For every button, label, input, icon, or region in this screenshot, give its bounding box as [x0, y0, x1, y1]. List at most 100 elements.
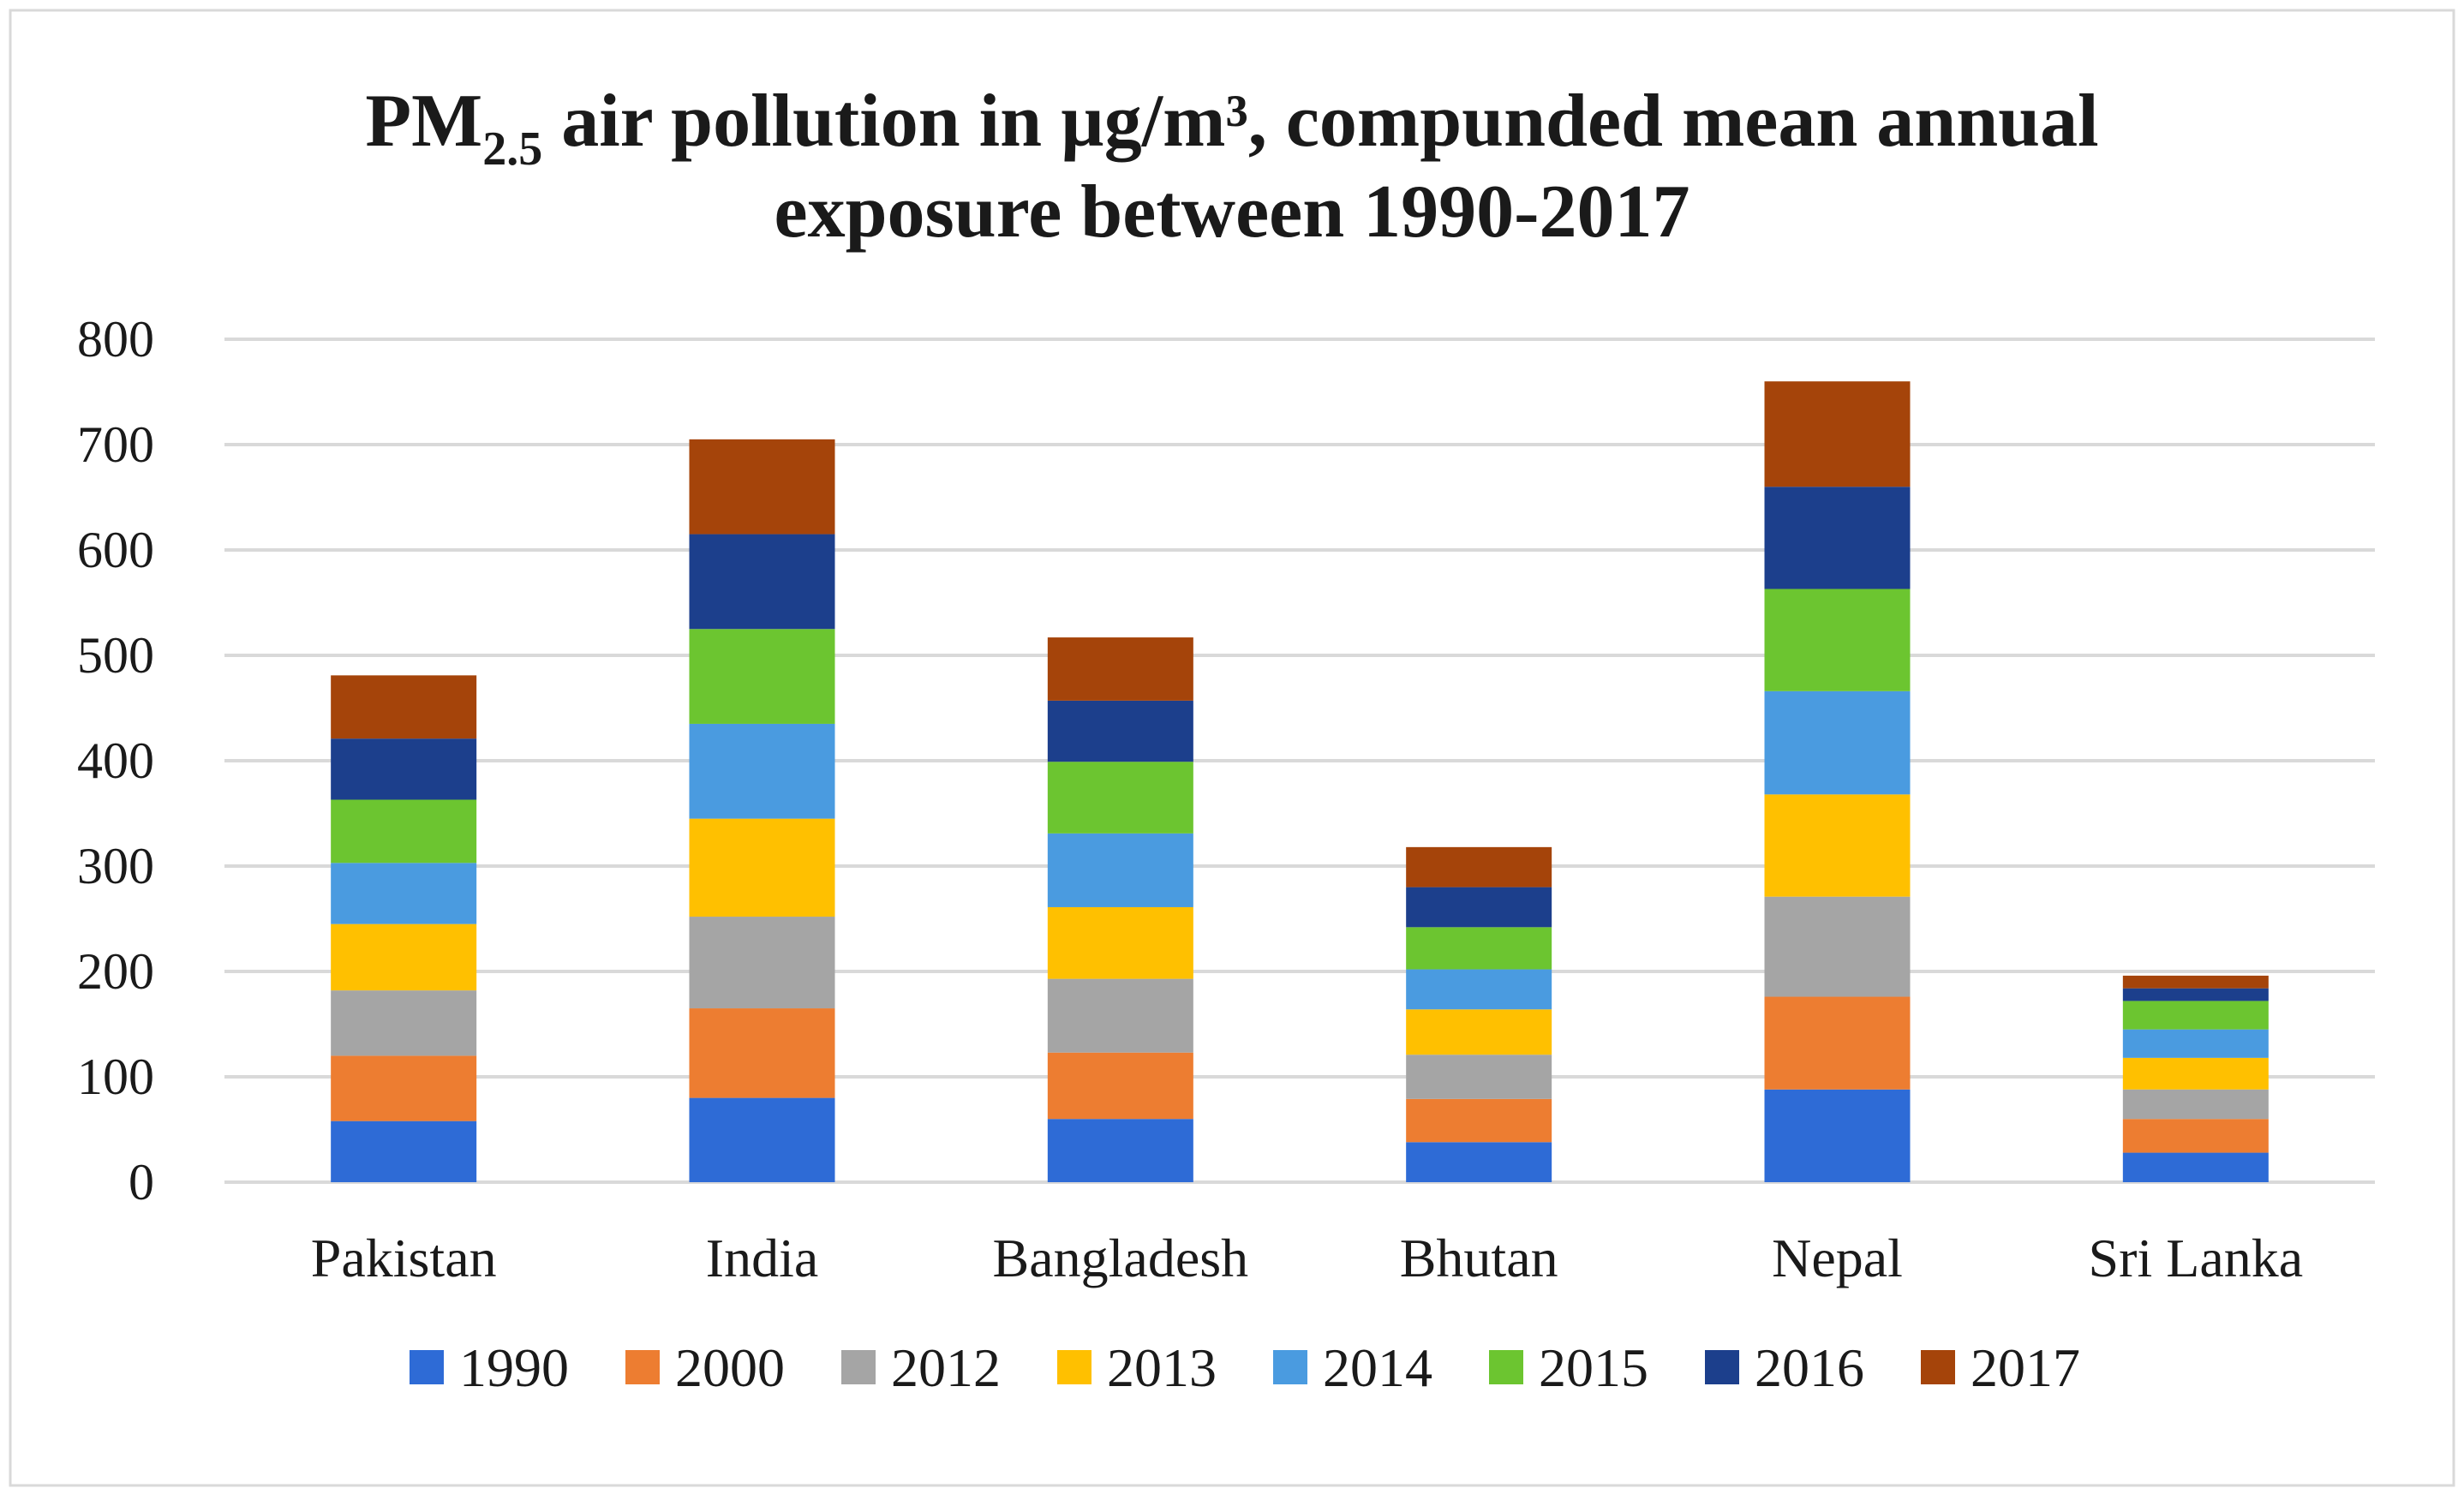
bar-segment-2015	[331, 799, 477, 864]
legend-label: 2012	[891, 1337, 1001, 1398]
legend-swatch	[1273, 1350, 1307, 1384]
legend: 1990 2000 2012 2013 2014 2015 2016 2017	[410, 1337, 2080, 1398]
bar-segment-2016	[1764, 487, 1911, 589]
bar-segment-2014	[2122, 1029, 2269, 1058]
bar-segment-2000	[331, 1055, 477, 1121]
bar-segment-2014	[1406, 969, 1552, 1010]
x-category-label: Bhutan	[1400, 1228, 1558, 1288]
chart-title-line-2: exposure between 1990-2017	[774, 170, 1690, 254]
bar-segment-2015	[689, 629, 835, 724]
bar-segment-2013	[1406, 1009, 1552, 1055]
legend-label: 1990	[459, 1337, 569, 1398]
legend-item-2014: 2014	[1273, 1337, 1432, 1398]
bar-segment-2012	[1406, 1055, 1552, 1099]
x-category-label: Pakistan	[311, 1228, 497, 1288]
chart-title-rest: air pollution in µg/m³, compunded mean a…	[542, 80, 2098, 163]
bar-segment-2012	[2122, 1089, 2269, 1120]
legend-swatch	[1921, 1350, 1955, 1384]
x-category-label: India	[706, 1228, 819, 1288]
bar-segment-2016	[1406, 887, 1552, 928]
bar-segment-2015	[2122, 1001, 2269, 1030]
legend-swatch	[625, 1350, 660, 1384]
bar-stack-nepal	[1764, 381, 1911, 1182]
legend-item-2000: 2000	[625, 1337, 785, 1398]
y-tick-label: 300	[77, 838, 154, 894]
legend-item-2017: 2017	[1921, 1337, 2080, 1398]
y-tick-label: 800	[77, 311, 154, 368]
bar-segment-2016	[331, 738, 477, 800]
bar-segment-2013	[1764, 794, 1911, 897]
bar-segment-2015	[1764, 589, 1911, 691]
x-category-label: Nepal	[1772, 1228, 1903, 1288]
bar-segment-1990	[689, 1097, 835, 1182]
y-tick-label: 700	[77, 416, 154, 473]
bar-segment-2014	[331, 863, 477, 924]
bar-segment-2000	[1764, 996, 1911, 1090]
y-tick-label: 600	[77, 522, 154, 578]
bar-segment-2017	[331, 675, 477, 739]
bar-segment-2017	[689, 439, 835, 535]
legend-item-2012: 2012	[841, 1337, 1001, 1398]
y-axis-tick-labels: 0 100 200 300 400 500 600 700 800	[77, 311, 154, 1210]
bar-stack-bhutan	[1406, 846, 1552, 1182]
bar-segment-2013	[331, 923, 477, 991]
legend-swatch	[410, 1350, 444, 1384]
bar-segment-1990	[1406, 1142, 1552, 1182]
bar-segment-1990	[2122, 1152, 2269, 1182]
bar-stack-india	[689, 439, 835, 1182]
bar-segment-2016	[689, 534, 835, 630]
legend-label: 2017	[1971, 1337, 2080, 1398]
chart-title-subscript: 2.5	[482, 123, 542, 176]
legend-item-2015: 2015	[1489, 1337, 1648, 1398]
bar-segment-2014	[1764, 690, 1911, 795]
bar-segment-2015	[1406, 927, 1552, 970]
bar-segment-2017	[1406, 846, 1552, 887]
bar-stack-sri-lanka	[2122, 975, 2269, 1182]
bar-segment-2016	[2122, 988, 2269, 1001]
bar-segment-2012	[1047, 978, 1193, 1053]
legend-swatch	[841, 1350, 876, 1384]
legend-item-2016: 2016	[1705, 1337, 1864, 1398]
bar-segment-2012	[331, 990, 477, 1056]
bar-segment-2016	[1047, 700, 1193, 762]
x-category-label: Sri Lanka	[2089, 1228, 2304, 1288]
x-axis-category-labels: Pakistan India Bangladesh Bhutan Nepal Sri La…	[311, 1228, 2303, 1288]
bar-segment-1990	[331, 1121, 477, 1182]
bar-segment-2017	[2122, 975, 2269, 989]
bar-segment-2000	[1047, 1052, 1193, 1120]
legend-swatch	[1057, 1350, 1091, 1384]
y-tick-label: 400	[77, 732, 154, 789]
bar-stack-bangladesh	[1047, 637, 1193, 1182]
bar-segment-1990	[1764, 1089, 1911, 1182]
x-category-label: Bangladesh	[993, 1228, 1249, 1288]
legend-label: 2013	[1107, 1337, 1217, 1398]
y-tick-label: 500	[77, 627, 154, 684]
bar-segment-2000	[2122, 1119, 2269, 1153]
chart-title-pm: PM	[365, 80, 482, 163]
bar-segment-2017	[1047, 637, 1193, 701]
bar-segment-2017	[1764, 381, 1911, 487]
bar-segment-2012	[1764, 896, 1911, 997]
legend-swatch	[1489, 1350, 1523, 1384]
y-tick-label: 0	[129, 1154, 154, 1210]
bar-segment-2012	[689, 917, 835, 1009]
bar-segment-2013	[1047, 906, 1193, 979]
legend-item-2013: 2013	[1057, 1337, 1217, 1398]
gridlines	[224, 338, 2375, 1184]
y-tick-label: 200	[77, 943, 154, 1000]
bar-stack-pakistan	[331, 675, 477, 1182]
y-tick-label: 100	[77, 1049, 154, 1105]
bar-segment-2013	[2122, 1057, 2269, 1090]
bar-segment-2015	[1047, 762, 1193, 834]
bar-segment-2014	[689, 723, 835, 819]
bar-segment-2013	[689, 818, 835, 917]
legend-label: 2016	[1755, 1337, 1864, 1398]
legend-label: 2014	[1323, 1337, 1432, 1398]
legend-label: 2015	[1539, 1337, 1648, 1398]
legend-label: 2000	[675, 1337, 785, 1398]
bar-segment-2000	[689, 1008, 835, 1098]
bars	[331, 381, 2269, 1182]
chart-title-line-1: PM2.5 air pollution in µg/m³, compunded …	[365, 80, 2098, 176]
